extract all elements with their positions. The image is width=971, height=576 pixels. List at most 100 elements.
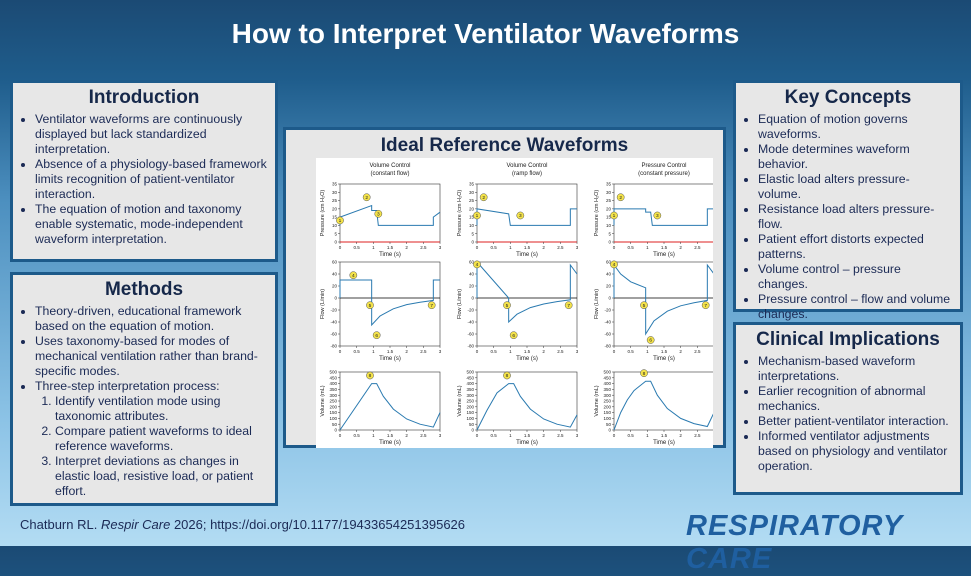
list-item: Resistance load alters pressure-flow. (758, 202, 952, 232)
section-heading: Ideal Reference Waveforms (286, 135, 723, 157)
y-tick-label: 200 (466, 404, 474, 409)
column-subtitle: (ramp flow) (512, 171, 542, 177)
y-tick-label: 250 (466, 399, 474, 404)
y-axis-label: Pressure (cm H₂O) (320, 190, 326, 237)
figure-panel: Ideal Reference Waveforms Volume Control… (283, 127, 726, 448)
y-tick-label: 40 (606, 272, 612, 277)
waveform (340, 384, 440, 430)
y-tick-label: 20 (332, 284, 338, 289)
x-tick-label: 0 (339, 433, 342, 438)
y-tick-label: 10 (606, 223, 612, 228)
y-tick-label: 350 (329, 387, 337, 392)
x-axis-label: Time (s) (516, 356, 538, 362)
list-item: Pressure control – flow and volume chang… (758, 292, 952, 322)
plot-frame (477, 184, 577, 242)
x-tick-label: 2.5 (420, 433, 427, 438)
x-tick-label: 1 (509, 245, 512, 250)
x-tick-label: 2.5 (420, 349, 427, 354)
y-tick-label: 500 (466, 370, 474, 375)
waveform (340, 280, 440, 325)
list-item: Theory-driven, educational framework bas… (35, 304, 267, 334)
y-tick-label: 350 (466, 387, 474, 392)
x-tick-label: 2.5 (694, 349, 701, 354)
annotation-label: 3 (519, 213, 522, 219)
list-item: Mechanism-based waveform interpretations… (758, 354, 952, 384)
annotation-label: 2 (365, 195, 368, 201)
plot-frame (340, 372, 440, 430)
x-tick-label: 1.5 (387, 433, 394, 438)
x-tick-label: 1 (509, 349, 512, 354)
y-tick-label: -80 (604, 344, 611, 349)
y-tick-label: 100 (603, 416, 611, 421)
annotation-label: 1 (339, 218, 342, 224)
x-tick-label: 0 (476, 433, 479, 438)
x-tick-label: 1.5 (524, 245, 531, 250)
x-tick-label: 2 (542, 245, 545, 250)
y-tick-label: 0 (471, 296, 474, 301)
annotation-label: 1 (476, 213, 479, 219)
plot-frame (614, 184, 713, 242)
list-item: Earlier recognition of abnormal mechanic… (758, 384, 952, 414)
column-subtitle: (constant flow) (370, 171, 409, 177)
list-item: Mode determines waveform behavior. (758, 142, 952, 172)
y-tick-label: -20 (604, 308, 611, 313)
list-item: Patient effort distorts expected pattern… (758, 232, 952, 262)
y-tick-label: 100 (329, 416, 337, 421)
annotation-label: 4 (613, 262, 616, 268)
y-tick-label: 60 (332, 260, 338, 265)
y-tick-label: -20 (330, 308, 337, 313)
x-tick-label: 1.5 (524, 433, 531, 438)
citation-author: Chatburn RL. (20, 517, 97, 532)
list-item: Identify ventilation mode using taxonomi… (55, 394, 267, 424)
x-tick-label: 3 (439, 245, 442, 250)
y-tick-label: 450 (603, 375, 611, 380)
y-tick-label: 450 (329, 375, 337, 380)
annotation-label: 3 (656, 213, 659, 219)
list-item: Interpret deviations as changes in elast… (55, 454, 267, 499)
y-tick-label: 400 (603, 381, 611, 386)
list-item: Informed ventilator adjustments based on… (758, 429, 952, 474)
x-tick-label: 1.5 (387, 349, 394, 354)
waveform (614, 381, 713, 430)
y-tick-label: 5 (471, 231, 474, 236)
journal-logo: RESPIRATORY CARE (686, 510, 971, 576)
plot-frame (614, 262, 713, 346)
plot-frame (614, 372, 713, 430)
list-item: Elastic load alters pressure-volume. (758, 172, 952, 202)
y-tick-label: 50 (332, 422, 338, 427)
annotation-label: 8 (369, 373, 372, 379)
x-tick-label: 0 (476, 245, 479, 250)
x-tick-label: 0 (339, 245, 342, 250)
waveform (340, 206, 440, 226)
annotation-label: 6 (375, 333, 378, 339)
annotation-label: 6 (649, 338, 652, 344)
y-tick-label: 20 (606, 284, 612, 289)
list-item: Volume control – pressure changes. (758, 262, 952, 292)
section-heading: Introduction (21, 87, 267, 109)
x-tick-label: 2 (542, 349, 545, 354)
y-tick-label: 0 (471, 240, 474, 245)
plot-frame (477, 262, 577, 346)
y-axis-label: Flow (L/min) (320, 289, 326, 319)
x-tick-label: 0 (339, 349, 342, 354)
x-tick-label: 0.5 (491, 245, 498, 250)
y-tick-label: 0 (334, 428, 337, 433)
y-tick-label: 500 (603, 370, 611, 375)
waveform-figure: Volume Control(constant flow)05101520253… (316, 158, 713, 448)
x-tick-label: 0.5 (354, 349, 361, 354)
y-tick-label: 400 (466, 381, 474, 386)
y-tick-label: 0 (608, 296, 611, 301)
annotation-label: 7 (704, 303, 707, 309)
annotation-label: 3 (377, 212, 380, 218)
waveform (477, 262, 577, 322)
y-tick-label: 250 (603, 399, 611, 404)
y-tick-label: 5 (608, 231, 611, 236)
annotation-label: 4 (476, 262, 479, 268)
y-tick-label: 35 (469, 182, 475, 187)
x-tick-label: 2.5 (557, 349, 564, 354)
y-tick-label: 25 (469, 198, 475, 203)
column-title: Volume Control (369, 163, 410, 169)
y-tick-label: 10 (469, 223, 475, 228)
annotation-label: 6 (512, 333, 515, 339)
x-tick-label: 2.5 (694, 433, 701, 438)
